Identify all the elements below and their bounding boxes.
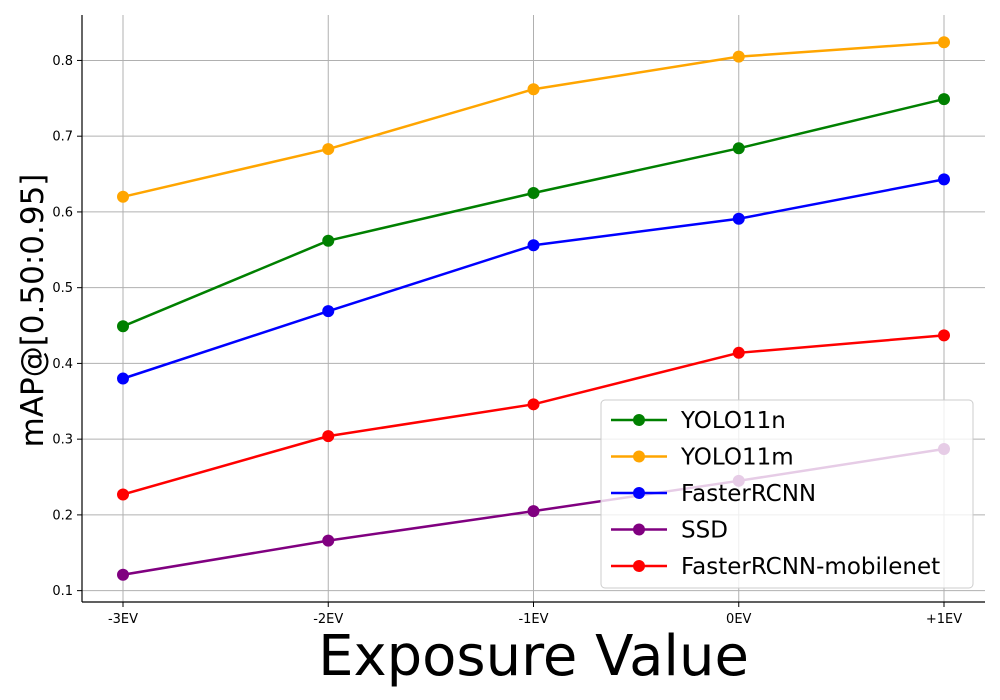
legend-marker: [633, 414, 645, 426]
legend-label: SSD: [681, 518, 728, 544]
data-point: [322, 305, 335, 318]
data-point: [527, 186, 540, 199]
data-point: [527, 398, 540, 411]
legend-marker: [633, 560, 645, 572]
data-point: [117, 568, 129, 581]
legend-label: YOLO11n: [680, 408, 786, 434]
x-tick-label: -1EV: [518, 612, 548, 627]
x-axis-title: Exposure Value: [318, 624, 749, 689]
legend-label: FasterRCNN-mobilenet: [681, 554, 940, 580]
data-point: [938, 36, 950, 49]
legend-item: FasterRCNN: [611, 481, 816, 507]
data-point: [117, 320, 129, 333]
series-fasterrcnn: [117, 173, 950, 385]
legend-marker: [633, 450, 645, 463]
legend-marker: [633, 487, 645, 499]
y-tick-label: 0.5: [52, 281, 73, 296]
y-tick-label: 0.3: [52, 433, 73, 448]
legend-item: YOLO11m: [611, 445, 794, 471]
y-tick-label: 0.2: [52, 508, 73, 523]
data-point: [117, 372, 129, 385]
series-yolo11n: [117, 93, 950, 333]
legend-label: YOLO11m: [680, 445, 794, 471]
data-point: [322, 430, 335, 443]
data-point: [322, 234, 335, 247]
data-point: [117, 488, 129, 501]
series-fasterrcnn-mobilenet: [117, 329, 950, 501]
y-tick-label: 0.4: [52, 357, 73, 372]
legend: YOLO11n YOLO11m FasterRCNN SSD FasterRCNN-mo…: [600, 399, 974, 589]
data-point: [732, 142, 745, 155]
y-axis-title: mAP@[0.50:0.95]: [15, 174, 51, 448]
x-tick-label: -3EV: [108, 612, 138, 627]
data-point: [938, 173, 950, 186]
data-point: [938, 93, 950, 106]
legend-item: SSD: [611, 518, 728, 544]
x-tick-label: +1EV: [926, 612, 962, 627]
x-tick-label: 0EV: [726, 612, 751, 627]
legend-item: FasterRCNN-mobilenet: [611, 554, 940, 580]
y-tick-label: 0.8: [52, 54, 73, 69]
data-point: [732, 50, 745, 63]
data-point: [322, 534, 335, 547]
y-ticks: 0.1 0.2 0.3 0.4 0.5 0.6 0.7 0.8: [52, 54, 82, 599]
data-point: [732, 346, 745, 359]
legend-label: FasterRCNN: [681, 481, 816, 507]
x-ticks: -3EV -2EV -1EV 0EV +1EV: [108, 602, 962, 627]
data-point: [527, 505, 540, 518]
legend-marker: [633, 523, 645, 536]
data-point: [117, 190, 129, 203]
data-point: [938, 329, 950, 342]
data-point: [732, 212, 745, 225]
legend-box: [600, 399, 974, 589]
data-point: [527, 83, 540, 96]
y-tick-label: 0.1: [52, 584, 73, 599]
y-tick-label: 0.6: [52, 205, 73, 220]
series-lines: [117, 36, 950, 581]
y-tick-label: 0.7: [52, 130, 73, 145]
legend-item: YOLO11n: [611, 408, 786, 434]
x-tick-label: -2EV: [313, 612, 343, 627]
data-point: [527, 239, 540, 252]
data-point: [322, 143, 335, 156]
series-yolo11m: [117, 36, 950, 203]
